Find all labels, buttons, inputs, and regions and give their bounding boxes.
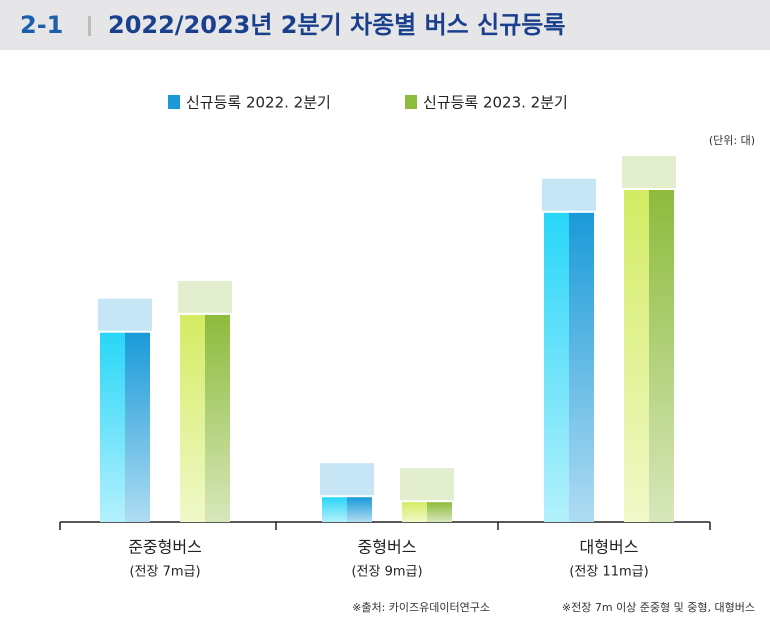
label-box: [98, 298, 152, 331]
separator: [88, 16, 91, 36]
source: ※출처: 카이즈유데이터연구소: [352, 601, 490, 614]
x-tick-label: 중형버스: [358, 538, 417, 557]
legend-label: 신규등록 2023. 2분기: [423, 94, 568, 112]
header-bar: [0, 0, 770, 50]
unit-note: (단위: 대): [709, 134, 755, 147]
x-tick-note: (전장 7m급): [129, 565, 200, 580]
bar-fade: [544, 212, 594, 522]
bar-fade: [624, 190, 674, 522]
bar-fade: [402, 502, 452, 522]
bar-fade: [180, 314, 230, 522]
x-tick-label: 준중형버스: [128, 538, 202, 557]
label-box: [178, 280, 232, 313]
legend-swatch: [405, 95, 417, 109]
bar-fade: [322, 497, 372, 522]
x-tick-label: 대형버스: [580, 538, 639, 557]
chart-title: 2022/2023년 2분기 차종별 버스 신규등록: [108, 11, 565, 39]
x-tick-note: (전장 9m급): [351, 565, 422, 580]
bar-fade: [100, 332, 150, 522]
footnote: ※전장 7m 이상 준중형 및 중형, 대형버스: [562, 601, 755, 614]
label-box: [542, 178, 596, 211]
legend-label: 신규등록 2022. 2분기: [186, 94, 331, 112]
x-tick-note: (전장 11m급): [569, 565, 648, 580]
legend-swatch: [168, 95, 180, 109]
header-number: 2-1: [20, 11, 63, 39]
label-box: [622, 156, 676, 188]
label-box: [320, 463, 374, 496]
label-box: [400, 468, 454, 501]
